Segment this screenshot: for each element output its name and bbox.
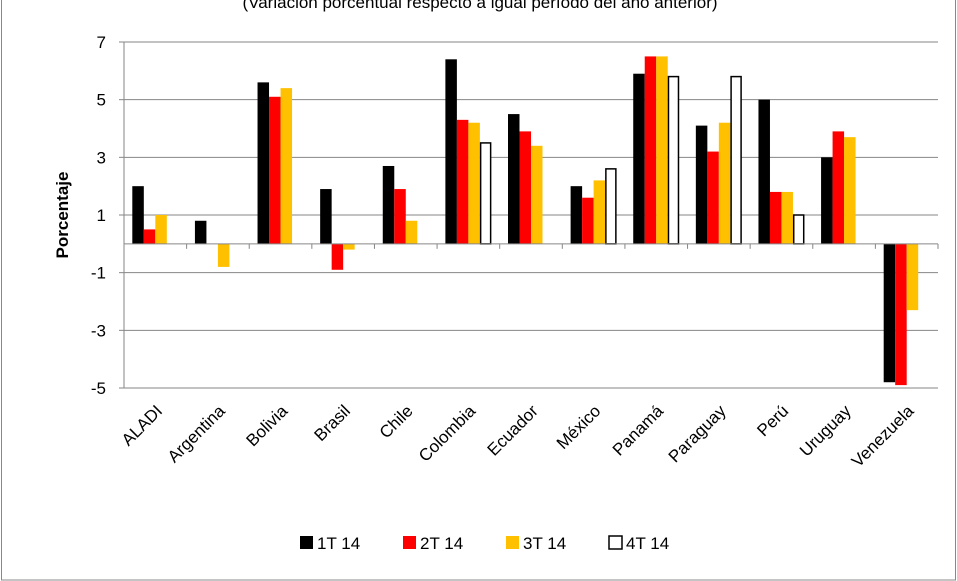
bar [394,189,406,244]
category-label: México [553,401,605,453]
legend-swatch [608,535,623,550]
category-label: Brasil [310,401,353,444]
bar [821,157,833,244]
bar [269,96,281,244]
category-label: Colombia [415,401,480,466]
y-tick-label: -5 [91,379,106,398]
bar [155,215,167,244]
y-tick-labels: -5 -3 -1 1 3 5 7 [91,33,106,398]
bar [320,189,332,244]
y-tick-label: 5 [97,91,106,110]
bar [605,168,617,245]
bar [844,137,856,244]
legend-label: 4T 14 [626,534,669,553]
bar [895,243,907,386]
bar [667,75,680,245]
bar [519,131,531,244]
bar [582,197,594,244]
bar [781,191,793,244]
axes [119,41,939,389]
legend-swatch [506,536,519,549]
bar [718,122,731,244]
category-label: Bolivia [243,401,292,450]
legend: 1T 14 2T 14 3T 14 4T 14 [300,534,669,553]
bar [707,151,719,244]
bar [257,82,270,244]
bars [132,56,919,386]
chart-subtitle: (Variación porcentual respecto a igual p… [242,0,717,12]
bar [593,180,606,244]
bar [832,131,845,244]
bar [343,243,355,250]
bar [633,73,645,244]
category-label: Argentina [164,401,229,466]
bar [570,186,583,244]
category-label: Perú [753,401,792,440]
category-label: ALADI [118,401,166,449]
category-label: Uruguay [796,401,855,460]
bar [656,56,668,244]
bar [769,191,782,244]
y-tick-label: 7 [97,33,106,52]
bar [531,145,543,244]
bar [194,220,207,244]
y-axis-label: Porcentaje [53,172,72,259]
bar [730,75,742,245]
bar [508,114,520,244]
y-tick-label: 1 [97,206,106,225]
bar [405,220,418,244]
legend-swatch [403,536,416,549]
legend-label: 1T 14 [317,534,360,553]
y-tick-label: 3 [97,148,106,167]
category-label: Ecuador [484,401,542,459]
bar [644,56,657,244]
legend-label: 3T 14 [523,534,566,553]
category-label: Chile [376,401,417,442]
y-tick-label: -3 [91,321,106,340]
legend-swatch [300,536,313,549]
bar [143,229,156,244]
bar [132,186,144,244]
category-label: Panamá [609,401,668,460]
bar [906,243,919,311]
legend-label: 2T 14 [420,534,463,553]
bar [479,142,492,245]
category-label: Paraguay [665,401,730,466]
bar [217,243,230,267]
bar [758,99,770,244]
category-label: Venezuela [848,401,918,471]
bar [382,165,395,244]
bar [468,122,480,244]
bar [695,125,708,244]
bar [456,119,469,244]
y-tick-label: -1 [91,264,106,283]
bar [445,59,457,244]
bar [792,214,805,245]
bar [280,88,293,244]
bar [331,243,344,270]
bar [883,243,896,383]
